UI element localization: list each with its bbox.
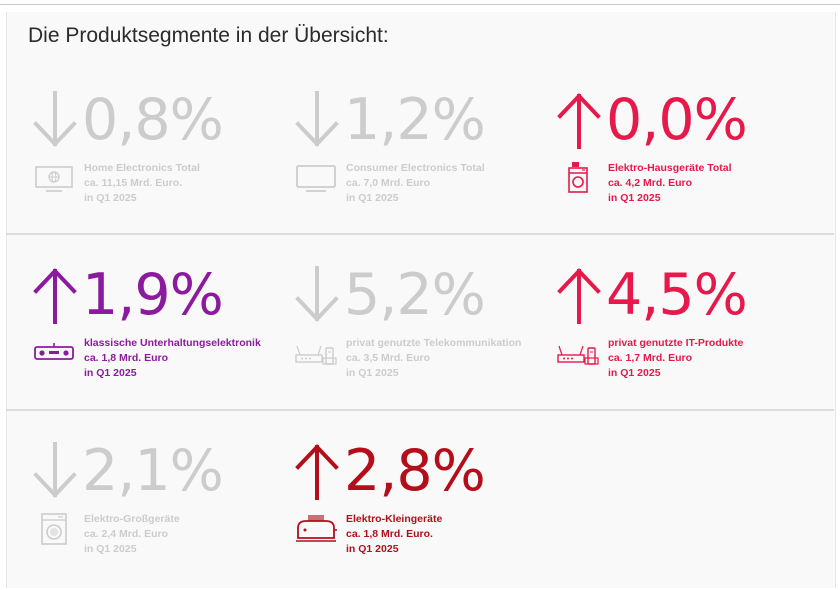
row-separator	[6, 409, 834, 411]
segment-change: 0,0%	[556, 85, 748, 155]
arrow-up-icon	[294, 442, 340, 500]
segment-card: 4,5% privat genutzte IT-Produkte ca. 1,7 M…	[556, 260, 818, 410]
segment-label: Elektro-Großgeräte ca. 2,4 Mrd. Euro in Q1…	[84, 512, 180, 557]
segment-percent: 0,0%	[606, 87, 748, 153]
segment-amount: ca. 1,8 Mrd. Euro.	[346, 528, 433, 540]
segment-name: Elektro-Großgeräte	[84, 513, 180, 525]
segment-card: 1,2% Consumer Electronics Total ca. 7,0 Mr…	[294, 85, 556, 235]
row-separator	[6, 233, 834, 235]
segment-change: 1,9%	[32, 260, 224, 330]
segment-percent: 5,2%	[344, 262, 486, 328]
segment-label: Consumer Electronics Total ca. 7,0 Mrd. E…	[346, 161, 485, 206]
segment-name: privat genutzte IT-Produkte	[608, 337, 744, 349]
arrow-up-icon	[32, 266, 78, 324]
segment-card: 5,2% privat genutzte Telekommunikation ca.…	[294, 260, 556, 410]
segment-name: Elektro-Kleingeräte	[346, 513, 443, 525]
segment-period: in Q1 2025	[84, 543, 137, 555]
segment-name: Elektro-Hausgeräte Total	[608, 162, 732, 174]
segment-period: in Q1 2025	[346, 543, 399, 555]
arrow-down-icon	[294, 266, 340, 324]
segment-card: 1,9% klassische Unterhaltungselektronik ca…	[32, 260, 294, 410]
segment-period: in Q1 2025	[346, 192, 399, 204]
appliance-icon	[556, 161, 600, 195]
overview-panel	[6, 12, 836, 588]
segment-amount: ca. 1,8 Mrd. Euro	[84, 352, 169, 364]
segment-card: 2,8% Elektro-Kleingeräte ca. 1,8 Mrd. Euro…	[294, 436, 556, 586]
tv-icon	[294, 161, 338, 195]
segment-percent: 1,2%	[344, 87, 486, 153]
arrow-down-icon	[32, 91, 78, 149]
segment-label: privat genutzte IT-Produkte ca. 1,7 Mrd. …	[608, 336, 743, 381]
segment-label: privat genutzte Telekommunikation ca. 3,5…	[346, 336, 521, 381]
arrow-down-icon	[32, 442, 78, 500]
segment-amount: ca. 4,2 Mrd. Euro	[608, 177, 693, 189]
segment-percent: 2,8%	[344, 438, 486, 504]
segment-change: 4,5%	[556, 260, 748, 330]
segment-amount: ca. 3,5 Mrd. Euro	[346, 352, 431, 364]
segment-name: privat genutzte Telekommunikation	[346, 337, 522, 349]
segment-period: in Q1 2025	[608, 367, 661, 379]
router-phone-icon	[294, 336, 338, 370]
segment-card: 2,1% Elektro-Großgeräte ca. 2,4 Mrd. Euro i…	[32, 436, 294, 586]
segment-percent: 4,5%	[606, 262, 748, 328]
segment-amount: ca. 7,0 Mrd. Euro	[346, 177, 431, 189]
segment-period: in Q1 2025	[346, 367, 399, 379]
segment-change: 2,8%	[294, 436, 486, 506]
segment-change: 1,2%	[294, 85, 486, 155]
segment-name: Home Electronics Total	[84, 162, 200, 174]
segment-amount: ca. 11,15 Mrd. Euro.	[84, 177, 183, 189]
router-phone-icon	[556, 336, 600, 370]
toaster-icon	[294, 512, 338, 546]
top-border	[0, 4, 840, 5]
segment-percent: 0,8%	[82, 87, 224, 153]
arrow-up-icon	[556, 266, 602, 324]
segment-period: in Q1 2025	[84, 192, 137, 204]
segment-label: Home Electronics Total ca. 11,15 Mrd. Eur…	[84, 161, 200, 206]
segment-amount: ca. 2,4 Mrd. Euro	[84, 528, 169, 540]
segment-name: klassische Unterhaltungselektronik	[84, 337, 261, 349]
monitor-globe-icon	[32, 161, 76, 195]
segment-label: Elektro-Hausgeräte Total ca. 4,2 Mrd. Eur…	[608, 161, 732, 206]
segment-card: 0,0% Elektro-Hausgeräte Total ca. 4,2 Mrd.…	[556, 85, 818, 235]
segment-percent: 1,9%	[82, 262, 224, 328]
segment-amount: ca. 1,7 Mrd. Euro	[608, 352, 693, 364]
segment-period: in Q1 2025	[84, 367, 137, 379]
segment-name: Consumer Electronics Total	[346, 162, 485, 174]
segment-label: klassische Unterhaltungselektronik ca. 1,…	[84, 336, 261, 381]
page-title: Die Produktsegmente in der Übersicht:	[28, 24, 389, 47]
segment-change: 2,1%	[32, 436, 224, 506]
segment-change: 0,8%	[32, 85, 224, 155]
arrow-down-icon	[294, 91, 340, 149]
washing-machine-icon	[32, 512, 76, 546]
arrow-up-icon	[556, 91, 602, 149]
segment-change: 5,2%	[294, 260, 486, 330]
segment-percent: 2,1%	[82, 438, 224, 504]
segment-card: 0,8% Home Electronics Total ca. 11,15 Mrd.…	[32, 85, 294, 235]
soundbar-icon	[32, 336, 76, 370]
segment-label: Elektro-Kleingeräte ca. 1,8 Mrd. Euro. in …	[346, 512, 442, 557]
segment-period: in Q1 2025	[608, 192, 661, 204]
